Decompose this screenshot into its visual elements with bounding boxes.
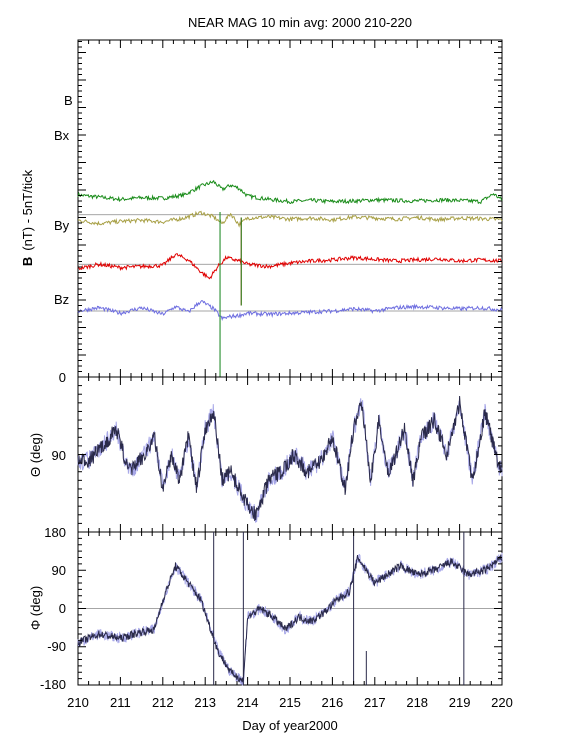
- theta-tick-label-90: 90: [52, 448, 66, 463]
- panel-theta-ylabel: Θ (deg): [28, 433, 43, 477]
- panel-b-ylabel-symbol: B: [20, 257, 35, 266]
- x-tick-label: 218: [406, 695, 428, 710]
- x-tick-label: 211: [110, 695, 131, 710]
- x-tick-label: 215: [279, 695, 301, 710]
- x-tick-label: 214: [237, 695, 259, 710]
- phi-envelope-line: [77, 552, 503, 686]
- legend-label-bz: Bz: [54, 292, 69, 307]
- phi-tick-label-180: 180: [44, 525, 66, 540]
- chart-title: NEAR MAG 10 min avg: 2000 210-220: [188, 15, 412, 30]
- panel-b-series: [77, 179, 503, 377]
- panel-theta: 90 Θ (deg): [28, 376, 503, 533]
- phi-series-line: [77, 554, 503, 683]
- panel-b-ylabel: B (nT) - 5nT/tick: [20, 169, 35, 266]
- x-tick-label: 212: [152, 695, 174, 710]
- legend-label-b: B: [64, 93, 73, 108]
- x-tick-label: 217: [364, 695, 386, 710]
- panel-phi: 180 90 0 -90 -180 Φ (deg): [28, 525, 503, 692]
- x-axis: 210 211 212 213 214 215 216 217 218 219 220: [67, 40, 513, 710]
- x-tick-label: 210: [67, 695, 89, 710]
- series-line-bz: [77, 300, 503, 321]
- y-tick-label-zero: 0: [59, 370, 66, 385]
- series-line-bx: [77, 210, 503, 228]
- panel-b-ticks: [78, 41, 502, 378]
- theta-series-line: [77, 395, 503, 521]
- phi-tick-label-minus-90: -90: [47, 639, 66, 654]
- panel-phi-ylabel: Φ (deg): [28, 586, 43, 630]
- x-tick-label: 216: [322, 695, 344, 710]
- phi-tick-label-minus-180: -180: [40, 677, 66, 692]
- x-tick-label: 219: [449, 695, 471, 710]
- panel-phi-series: [77, 532, 503, 686]
- series-line-by: [77, 253, 503, 280]
- panel-b-ylabel-units: (nT) - 5nT/tick: [20, 169, 35, 250]
- x-axis-label: Day of year2000: [242, 718, 337, 733]
- phi-tick-label-90: 90: [52, 563, 66, 578]
- panel-phi-ticks: [78, 531, 502, 686]
- panel-theta-series: [77, 395, 503, 523]
- legend-label-by: By: [54, 218, 70, 233]
- panel-b-field: 0 B (nT) - 5nT/tick B Bx By Bz: [20, 39, 503, 385]
- x-tick-label: 220: [491, 695, 513, 710]
- legend-label-bx: Bx: [54, 128, 70, 143]
- series-line-b: [77, 179, 503, 205]
- panel-b-frame: [77, 39, 503, 378]
- x-tick-label: 213: [194, 695, 216, 710]
- phi-tick-label-0: 0: [59, 601, 66, 616]
